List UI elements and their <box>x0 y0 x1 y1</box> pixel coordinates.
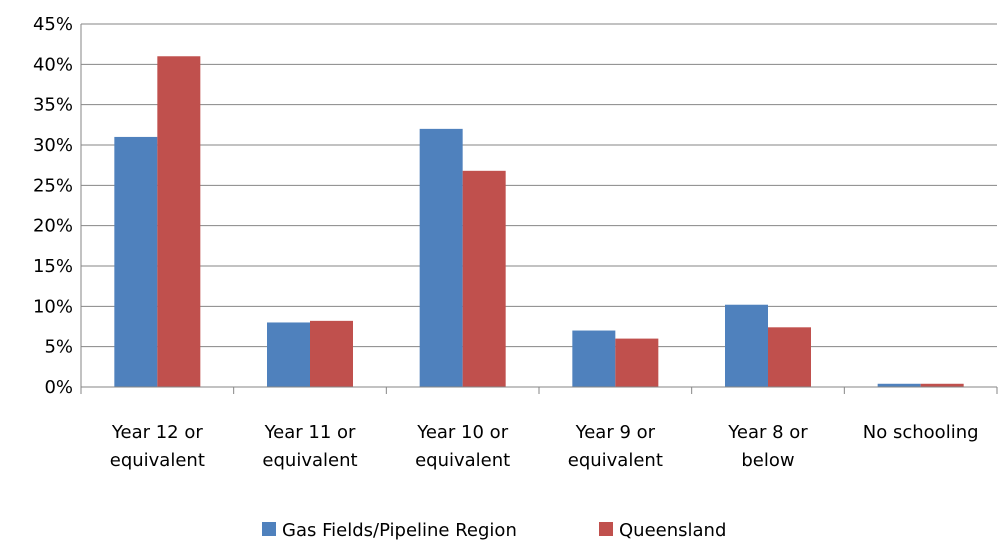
legend-label: Gas Fields/Pipeline Region <box>282 520 517 541</box>
bar-gas-fields <box>877 383 921 387</box>
x-category-label: No schooling <box>863 422 979 443</box>
x-category-label: equivalent <box>262 450 357 471</box>
x-category-label: Year 10 or <box>416 422 508 443</box>
bar-gas-fields <box>419 128 463 387</box>
gridlines <box>81 23 997 348</box>
bar-queensland <box>920 383 964 387</box>
y-tick-label: 10% <box>33 296 73 317</box>
y-tick-label: 45% <box>33 14 73 35</box>
legend-swatch <box>599 522 613 536</box>
y-tick-label: 40% <box>33 54 73 75</box>
x-category-label: below <box>741 450 794 471</box>
bar-queensland <box>615 338 659 387</box>
legend: Gas Fields/Pipeline Region Queensland <box>262 520 726 541</box>
bar-queensland <box>462 170 506 387</box>
bar-queensland <box>310 320 353 387</box>
legend-swatch <box>262 522 276 536</box>
bars <box>114 56 964 388</box>
x-category-label: Year 12 or <box>111 422 203 443</box>
x-category-label: equivalent <box>415 450 510 471</box>
y-tick-label: 30% <box>33 135 73 156</box>
x-category-label: equivalent <box>568 450 663 471</box>
y-tick-label: 0% <box>44 377 73 398</box>
bar-gas-fields <box>572 330 616 387</box>
y-axis-ticks: 0% 5% 10% 15% 20% 25% 30% 35% 40% 45% <box>33 14 82 398</box>
bar-gas-fields <box>267 322 310 387</box>
y-tick-label: 35% <box>33 95 73 116</box>
x-category-label: equivalent <box>110 450 205 471</box>
bar-gas-fields <box>725 304 768 387</box>
y-tick-label: 20% <box>33 216 73 237</box>
bar-queensland <box>157 56 201 388</box>
x-category-label: Year 8 or <box>727 422 808 443</box>
y-tick-label: 15% <box>33 256 73 277</box>
bar-gas-fields <box>114 136 158 387</box>
x-axis <box>80 386 998 394</box>
bar-queensland <box>768 327 811 387</box>
x-category-label: Year 9 or <box>575 422 656 443</box>
x-axis-category-labels: Year 12 or equivalent Year 11 or equivalent… <box>110 422 979 471</box>
legend-label: Queensland <box>619 520 726 541</box>
y-tick-label: 5% <box>44 337 73 358</box>
x-category-label: Year 11 or <box>264 422 356 443</box>
y-tick-label: 25% <box>33 175 73 196</box>
